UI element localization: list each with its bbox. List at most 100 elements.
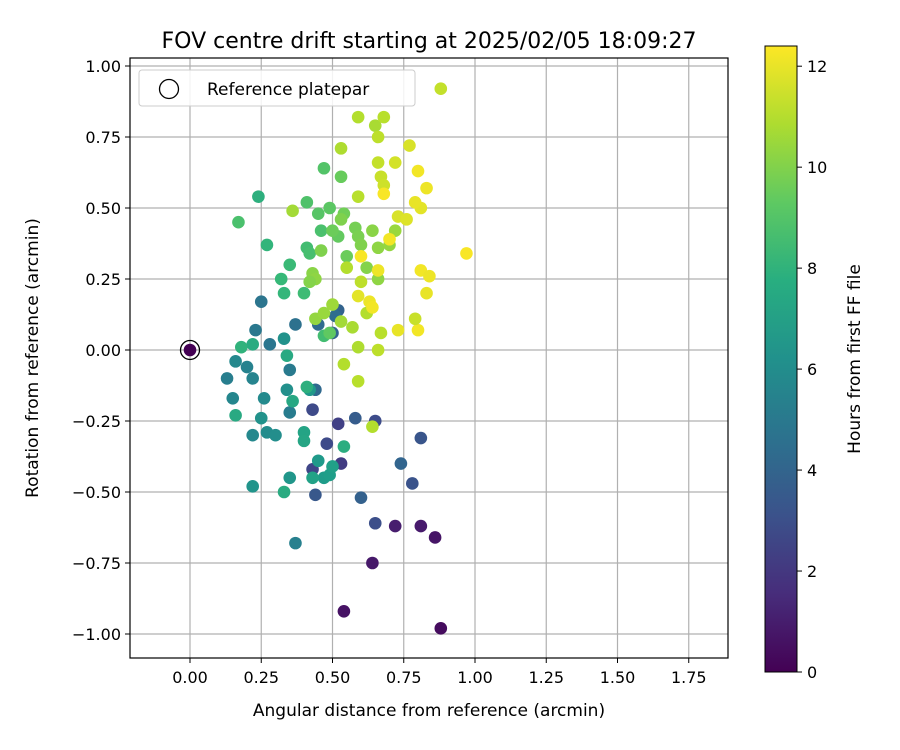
data-point <box>280 383 294 397</box>
data-point <box>354 275 368 289</box>
data-point <box>371 130 385 144</box>
y-axis-label: Rotation from reference (arcmin) <box>23 218 43 498</box>
data-point <box>371 156 385 169</box>
data-point <box>311 207 325 220</box>
data-point <box>320 437 334 451</box>
data-point <box>286 204 299 218</box>
data-point <box>314 224 328 238</box>
data-point <box>366 556 379 570</box>
x-axis-ticks: 0.00 0.25 0.50 0.75 1.00 1.25 1.50 1.75 <box>172 658 707 687</box>
data-point <box>331 417 345 431</box>
data-point <box>334 315 348 328</box>
data-point <box>326 298 339 311</box>
y-tick-label: −0.25 <box>72 412 121 431</box>
data-point <box>351 190 365 203</box>
data-point <box>246 480 259 493</box>
data-point <box>340 249 354 263</box>
data-point <box>297 286 311 300</box>
x-tick-label: 0.50 <box>315 668 351 687</box>
y-tick-label: 0.00 <box>85 341 121 360</box>
reference-marker <box>179 339 201 361</box>
data-point <box>260 238 274 252</box>
data-point <box>326 460 339 473</box>
x-tick-label: 0.25 <box>243 668 279 687</box>
data-point <box>377 110 391 124</box>
data-point <box>277 332 291 345</box>
data-point <box>303 247 317 260</box>
data-point <box>428 531 442 544</box>
data-point <box>394 457 408 470</box>
data-point <box>368 516 382 530</box>
data-point <box>423 269 436 283</box>
data-point <box>406 477 419 490</box>
legend-entry-reference: Reference platepar <box>207 80 369 100</box>
data-point <box>400 213 413 226</box>
data-point <box>283 258 297 272</box>
data-point <box>300 196 314 209</box>
x-tick-label: 1.50 <box>600 668 636 687</box>
data-point <box>254 295 268 309</box>
data-point <box>306 471 319 485</box>
colorbar-gradient <box>764 45 798 673</box>
data-point <box>374 326 388 340</box>
legend-box <box>138 69 416 107</box>
colorbar-label: Hours from first FF file <box>845 264 865 454</box>
data-point <box>286 394 299 408</box>
y-tick-label: 0.25 <box>85 270 121 289</box>
data-point <box>414 431 428 445</box>
data-point <box>411 323 425 337</box>
data-point <box>317 306 331 320</box>
x-tick-label: 1.25 <box>528 668 564 687</box>
data-point <box>371 241 385 255</box>
data-point <box>246 372 259 385</box>
legend-marker <box>158 78 180 100</box>
y-tick-label: −0.75 <box>72 554 121 573</box>
data-point <box>283 471 297 485</box>
data-point <box>383 232 396 246</box>
y-tick-label: −0.50 <box>72 483 121 502</box>
data-point <box>289 536 302 550</box>
data-point <box>254 411 268 425</box>
data-point <box>460 247 473 260</box>
data-point <box>232 215 245 229</box>
data-point <box>368 119 382 132</box>
data-point <box>334 142 348 155</box>
data-point <box>326 224 339 238</box>
data-point <box>289 318 302 331</box>
colorbar-tick-label: 4 <box>807 461 817 480</box>
data-point <box>366 420 379 433</box>
colorbar-tick-label: 2 <box>807 562 817 581</box>
data-point <box>300 380 314 394</box>
data-point <box>246 338 259 351</box>
data-point <box>366 301 379 314</box>
data-point <box>283 406 297 419</box>
data-point <box>434 622 448 635</box>
data-point <box>220 372 234 385</box>
data-point <box>391 323 405 337</box>
data-point <box>309 488 322 502</box>
data-point <box>306 403 319 416</box>
data-point <box>420 286 433 300</box>
data-point <box>280 349 294 362</box>
data-point <box>317 161 331 175</box>
data-point <box>414 519 428 533</box>
data-point <box>323 201 336 215</box>
data-point <box>354 238 368 252</box>
data-point <box>346 320 359 334</box>
data-point <box>303 275 317 289</box>
grid-lines <box>130 58 728 658</box>
data-point <box>334 213 348 226</box>
y-tick-label: 1.00 <box>85 57 121 76</box>
colorbar-tick-label: 0 <box>807 663 817 682</box>
data-point <box>283 363 297 377</box>
data-point <box>269 428 282 442</box>
data-point <box>366 224 379 238</box>
data-point <box>354 491 368 504</box>
data-point <box>351 340 365 354</box>
x-tick-label: 0.00 <box>172 668 208 687</box>
colorbar-tick-label: 10 <box>807 158 827 177</box>
data-point <box>311 454 325 468</box>
data-point <box>337 357 351 371</box>
y-tick-label: −1.00 <box>72 625 121 644</box>
